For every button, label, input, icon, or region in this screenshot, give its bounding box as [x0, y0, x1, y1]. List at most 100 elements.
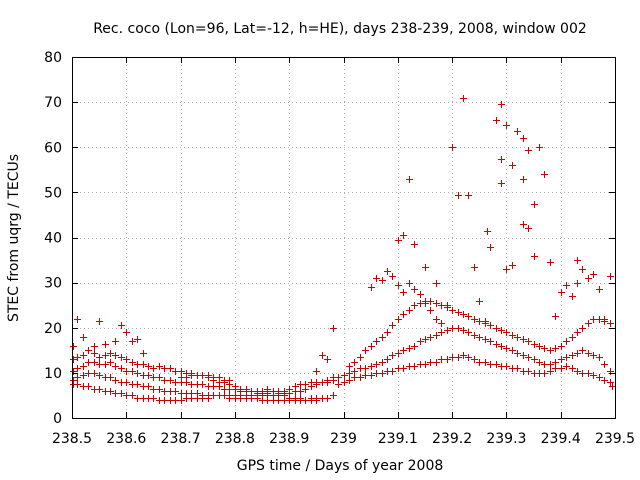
- data-point: [433, 316, 440, 323]
- data-point: [379, 277, 386, 284]
- data-point: [199, 381, 206, 388]
- data-point: [118, 354, 125, 361]
- data-point: [406, 345, 413, 352]
- data-point: [411, 302, 418, 309]
- data-point: [558, 289, 565, 296]
- data-point: [433, 332, 440, 339]
- data-point: [161, 365, 168, 372]
- data-point: [243, 386, 250, 393]
- data-point: [80, 334, 87, 341]
- data-point: [569, 352, 576, 359]
- data-point: [308, 383, 315, 390]
- data-point: [455, 309, 462, 316]
- data-point: [427, 298, 434, 305]
- data-point: [427, 334, 434, 341]
- data-point: [596, 286, 603, 293]
- data-point: [150, 365, 157, 372]
- data-point: [590, 372, 597, 379]
- data-point: [123, 329, 130, 336]
- data-point: [465, 192, 472, 199]
- data-point: [362, 372, 369, 379]
- data-point: [395, 316, 402, 323]
- data-point: [270, 388, 277, 395]
- x-tick-labels: 238.5 238.6 238.7 238.8 238.9 239 239.1 239.2 23…: [52, 431, 635, 447]
- data-point: [590, 316, 597, 323]
- data-point: [80, 363, 87, 370]
- data-point: [476, 318, 483, 325]
- data-point: [145, 383, 152, 390]
- data-point: [379, 370, 386, 377]
- data-point: [172, 397, 179, 404]
- data-point: [346, 370, 353, 377]
- data-point: [275, 390, 282, 397]
- data-point: [563, 354, 570, 361]
- data-point: [541, 345, 548, 352]
- data-point: [547, 347, 554, 354]
- data-point: [476, 298, 483, 305]
- data-point: [102, 341, 109, 348]
- data-point: [482, 336, 489, 343]
- data-point: [525, 354, 532, 361]
- data-point: [579, 347, 586, 354]
- data-point: [444, 356, 451, 363]
- data-point: [188, 381, 195, 388]
- data-point: [134, 395, 141, 402]
- data-point: [498, 101, 505, 108]
- data-point: [237, 386, 244, 393]
- data-point: [123, 368, 130, 375]
- data-point: [574, 329, 581, 336]
- data-point: [112, 352, 119, 359]
- data-point: [493, 341, 500, 348]
- data-point: [389, 352, 396, 359]
- data-point: [563, 363, 570, 370]
- data-point: [346, 363, 353, 370]
- data-point: [178, 397, 185, 404]
- data-point: [302, 386, 309, 393]
- x-tick-label: 239: [330, 431, 357, 447]
- data-point: [341, 379, 348, 386]
- data-point: [351, 368, 358, 375]
- data-point: [574, 280, 581, 287]
- data-point: [520, 352, 527, 359]
- data-point: [112, 363, 119, 370]
- grid-lines: [72, 57, 615, 418]
- data-point: [585, 275, 592, 282]
- data-point: [96, 318, 103, 325]
- data-point: [395, 282, 402, 289]
- axis-ticks: [72, 57, 616, 419]
- data-point: [590, 271, 597, 278]
- data-point: [552, 365, 559, 372]
- data-point: [487, 338, 494, 345]
- data-point: [362, 365, 369, 372]
- data-point: [476, 334, 483, 341]
- data-point: [199, 372, 206, 379]
- data-point: [102, 361, 109, 368]
- data-point: [520, 336, 527, 343]
- data-point: [449, 354, 456, 361]
- data-point: [601, 316, 608, 323]
- data-point: [74, 365, 81, 372]
- x-tick-label: 239.1: [378, 431, 418, 447]
- data-point: [487, 361, 494, 368]
- data-point: [552, 359, 559, 366]
- data-point: [297, 388, 304, 395]
- data-point: [607, 379, 614, 386]
- data-point: [395, 350, 402, 357]
- data-point: [569, 365, 576, 372]
- data-point: [302, 397, 309, 404]
- data-point: [531, 253, 538, 260]
- data-point: [205, 395, 212, 402]
- data-point: [503, 329, 510, 336]
- x-tick-label: 238.8: [215, 431, 255, 447]
- data-point: [368, 284, 375, 291]
- x-tick-label: 239.3: [486, 431, 526, 447]
- data-point: [487, 244, 494, 251]
- data-point: [373, 361, 380, 368]
- data-point: [574, 368, 581, 375]
- data-point: [541, 361, 548, 368]
- data-point: [384, 356, 391, 363]
- data-point: [357, 354, 364, 361]
- data-point: [96, 361, 103, 368]
- data-point: [112, 377, 119, 384]
- data-point: [368, 363, 375, 370]
